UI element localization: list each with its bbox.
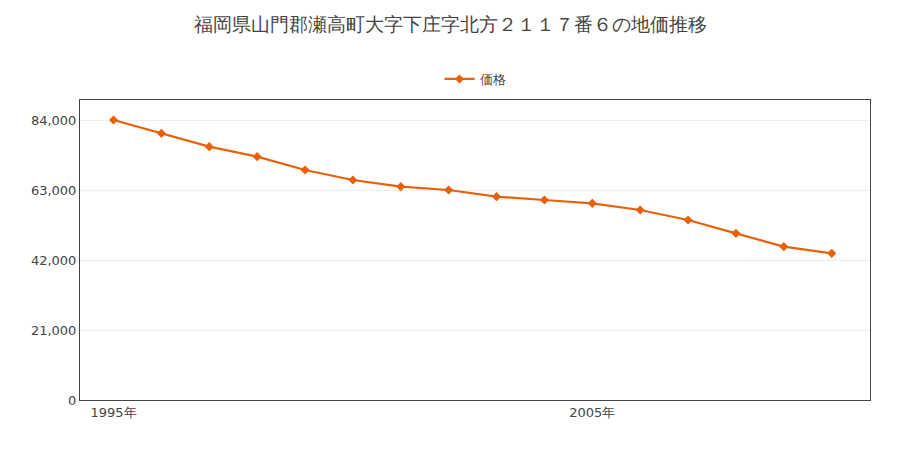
svg-text:42,000: 42,000 [31,253,77,268]
svg-text:63,000: 63,000 [31,183,77,198]
svg-text:84,000: 84,000 [31,113,77,128]
svg-text:2005年: 2005年 [569,405,615,420]
svg-text:1995年: 1995年 [90,405,136,420]
svg-text:福岡県山門郡瀬高町大字下庄字北方２１１７番６の地価推移: 福岡県山門郡瀬高町大字下庄字北方２１１７番６の地価推移 [194,13,707,35]
svg-text:21,000: 21,000 [31,323,77,338]
svg-text:価格: 価格 [480,72,506,87]
svg-text:0: 0 [68,393,76,408]
